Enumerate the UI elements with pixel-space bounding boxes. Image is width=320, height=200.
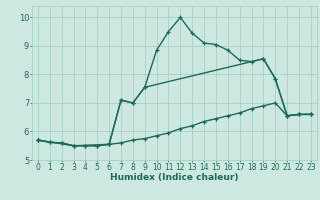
X-axis label: Humidex (Indice chaleur): Humidex (Indice chaleur) [110, 173, 239, 182]
